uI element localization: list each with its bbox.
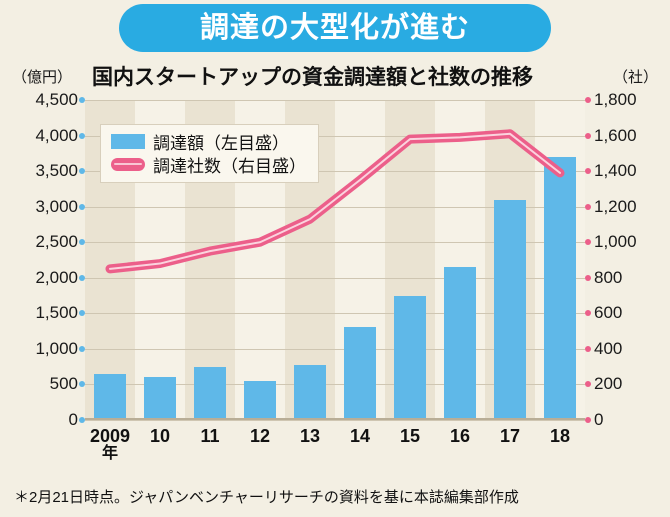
bar [244,380,276,420]
gridline [85,313,585,315]
left-axis-tick-dot [79,381,85,388]
legend-item-label: 調達額（左目盛） [153,134,289,153]
left-axis-tick-label: 1,000 [35,338,78,358]
x-axis-tick-label: 13 [299,426,321,446]
legend: 調達額（左目盛） 調達社数（右目盛） [100,124,319,183]
right-axis-tick-dot [585,274,591,281]
left-axis-tick-dot [79,203,85,210]
right-axis-tick-label: 800 [594,267,623,287]
left-axis-tick-dot [79,97,85,103]
left-axis-tick-label: 3,000 [35,196,78,216]
bar [544,156,576,420]
gridline [85,384,585,386]
right-axis-tick-label: 1,200 [594,196,637,216]
x-axis-year-suffix: 年 [101,444,118,462]
bar [294,364,326,420]
right-axis-tick-label: 1,800 [594,90,637,109]
bar [144,377,176,420]
bar [344,326,376,420]
bar [194,366,226,420]
left-axis-tick-label: 2,500 [35,232,78,252]
left-axis-tick-dot [79,345,85,352]
gridline [85,206,585,208]
gridline [85,348,585,350]
right-axis-tick-dot [585,381,591,388]
left-axis-tick-dot [79,132,85,139]
bar-swatch [111,134,145,149]
x-axis-tick-label: 18 [549,426,571,446]
left-axis-tick-label: 4,000 [35,125,78,145]
right-axis-tick-dot [585,203,591,210]
gridline [85,100,585,101]
right-axis-tick-dot [585,310,591,317]
bar [494,199,526,420]
gridline [85,277,585,279]
line-series [105,129,565,274]
right-axis-tick-label: 400 [594,338,623,358]
left-axis-unit-label: （億円） [12,69,73,86]
line-stroke-highlight [109,132,561,270]
right-axis-tick-dot [585,345,591,352]
left-axis-tick-dot [79,168,85,175]
left-axis-tick-dot [79,239,85,246]
bar [394,295,426,420]
gridline [85,242,585,244]
line-swatch [111,158,145,171]
right-axis-tick-dot [585,97,591,103]
x-axis-tick-label: 14 [349,426,371,446]
chart-subtitle: 国内スタートアップの資金調達額と社数の推移 [92,66,533,89]
left-axis-tick-label: 500 [49,374,78,394]
x-axis-tick-label: 17 [499,426,521,446]
right-axis-tick-dot [585,132,591,139]
legend-item: 調達社数（右目盛） [111,153,306,176]
gridline [85,171,585,173]
gridline [85,420,585,421]
x-axis-tick-label: 16 [449,426,471,446]
x-axis-line [85,418,585,420]
left-axis-tick-dot [79,274,85,281]
left-axis-tick-label: 4,500 [35,90,78,109]
x-axis-tick-label: 15 [399,426,421,446]
right-axis-tick-dot [585,417,591,423]
x-axis-tick-label: 10 [149,426,171,446]
bar [444,267,476,420]
right-axis-tick-label: 200 [594,374,623,394]
right-axis-tick-label: 600 [594,303,623,323]
bar [94,373,126,420]
gridline [85,135,585,137]
x-axis-tick-label: 12 [249,426,271,446]
right-axis-tick-label: 0 [594,410,604,429]
left-axis-tick-label: 1,500 [35,303,78,323]
legend-item-label: 調達社数（右目盛） [153,157,306,176]
right-axis-tick-label: 1,600 [594,125,637,145]
legend-item: 調達額（左目盛） [111,130,306,153]
left-axis-tick-dot [79,310,85,317]
right-axis-tick-dot [585,168,591,175]
left-axis-tick-dot [79,417,85,423]
footnote: ＊2月21日時点。ジャパンベンチャーリサーチの資料を基に本誌編集部作成 [14,489,519,506]
right-axis-tick-dot [585,239,591,246]
banner-title: 調達の大型化が進む [199,11,470,44]
left-axis-tick-label: 0 [68,410,78,429]
right-axis-tick-label: 1,000 [594,232,637,252]
left-axis-tick-label: 2,000 [35,267,78,287]
x-axis-tick-label: 2009 年 [80,427,140,463]
title-banner: 調達の大型化が進む [119,4,551,52]
right-axis-tick-label: 1,400 [594,161,637,181]
left-axis-tick-label: 3,500 [35,161,78,181]
right-axis-unit-label: （社） [612,69,658,86]
x-axis-tick-label: 11 [200,426,220,446]
